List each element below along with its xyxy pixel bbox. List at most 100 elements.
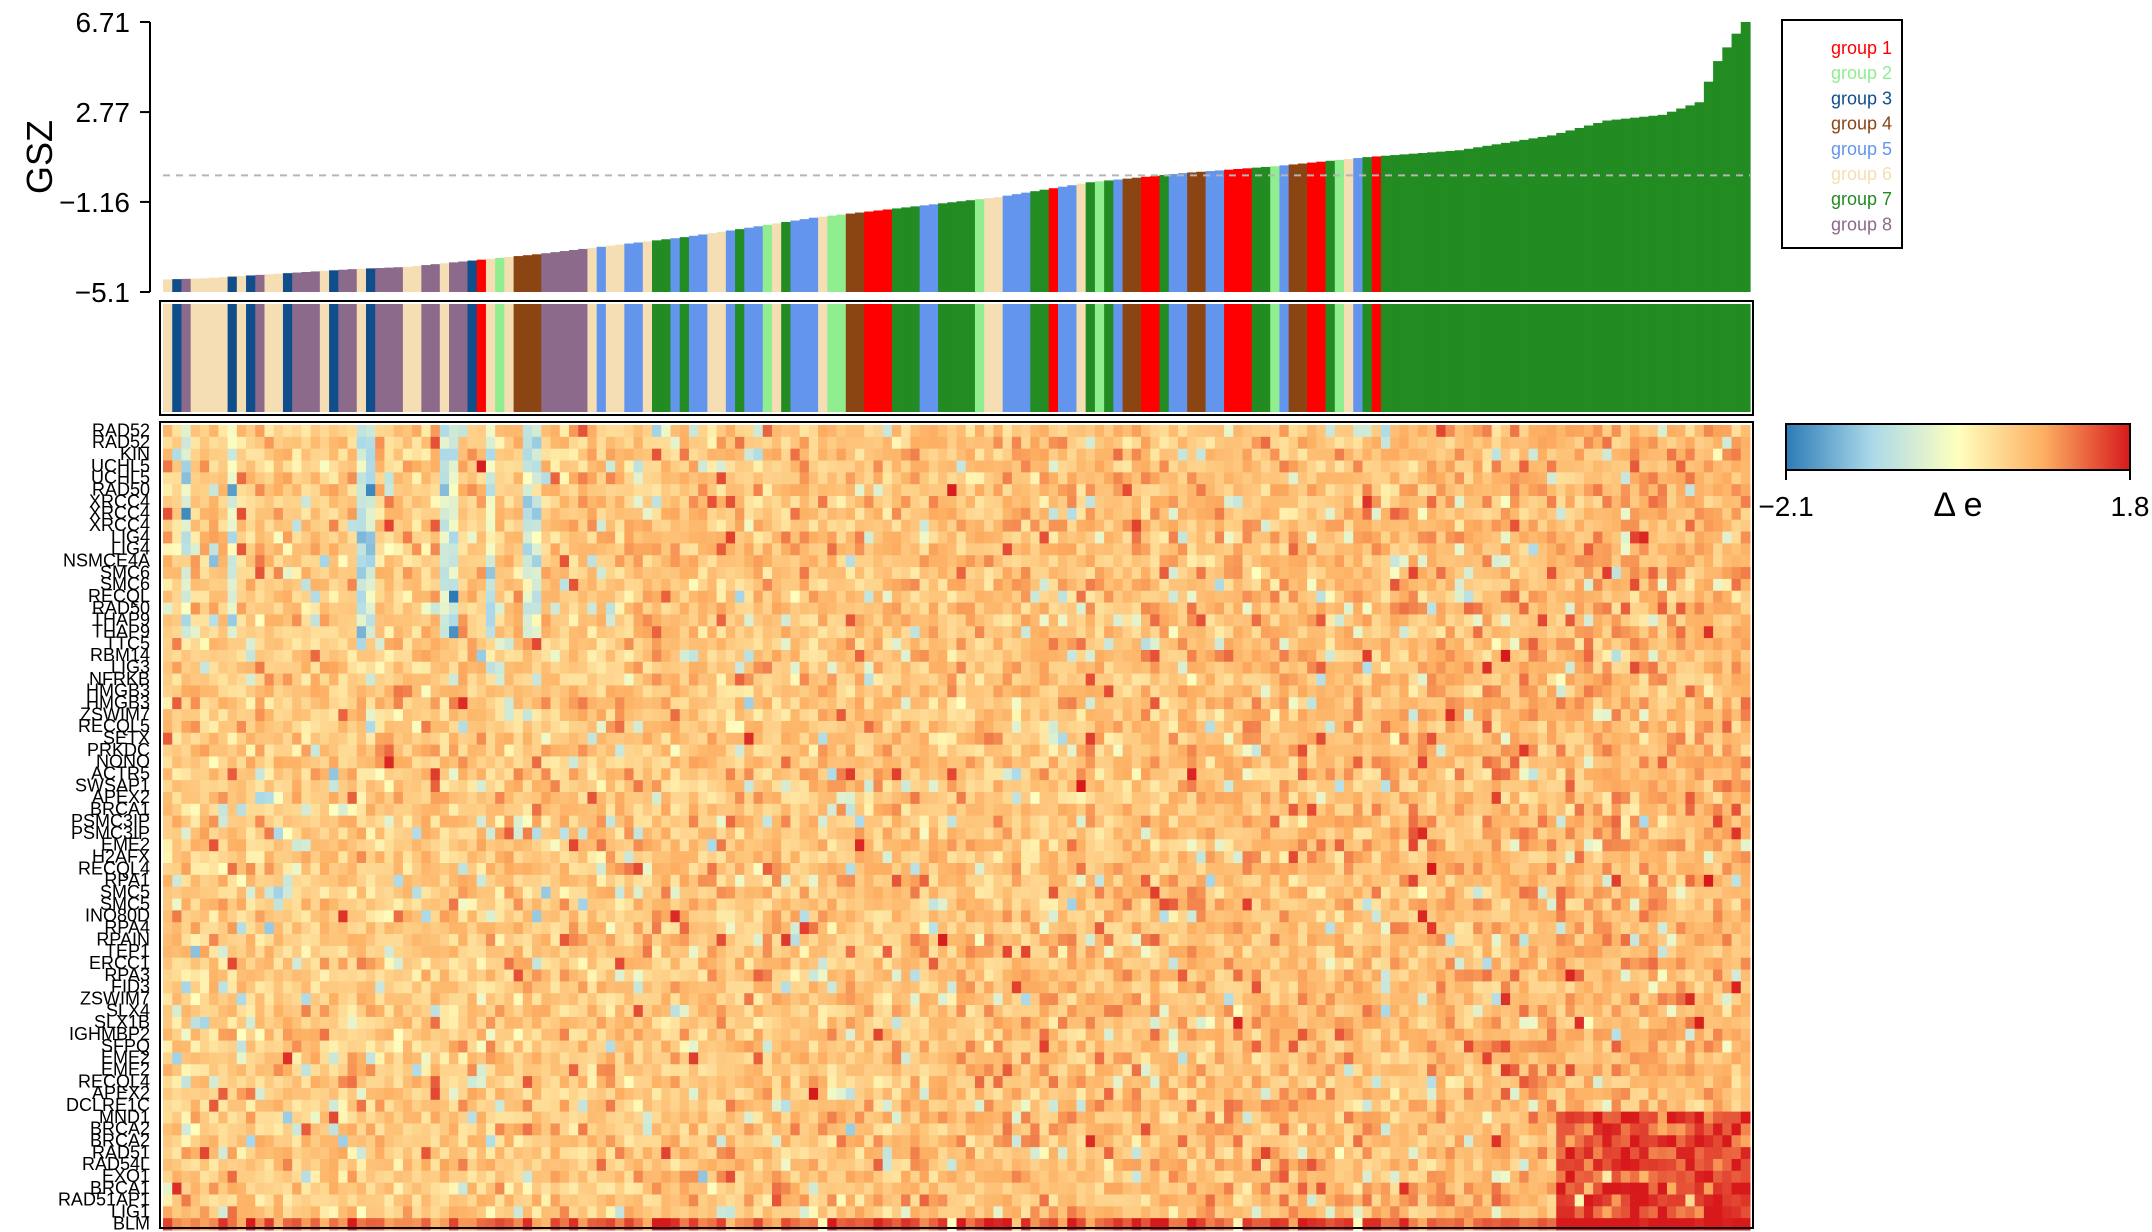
group-strip-cell bbox=[1353, 304, 1364, 412]
heatmap-cell bbox=[338, 661, 349, 675]
heatmap-cell bbox=[1196, 436, 1207, 450]
heatmap-cell bbox=[199, 496, 210, 509]
heatmap-cell bbox=[1676, 567, 1686, 580]
heatmap-cell bbox=[1307, 519, 1317, 533]
heatmap-cell bbox=[1657, 590, 1668, 604]
heatmap-cell bbox=[1390, 697, 1400, 710]
heatmap-cell bbox=[541, 638, 552, 651]
heatmap-cell bbox=[1722, 697, 1733, 710]
heatmap-cell bbox=[578, 626, 588, 639]
heatmap-cell bbox=[1510, 531, 1520, 544]
heatmap-cell bbox=[1177, 614, 1188, 627]
heatmap-cell bbox=[1371, 720, 1382, 734]
heatmap-cell bbox=[1445, 697, 1456, 710]
heatmap-cell bbox=[1251, 460, 1262, 473]
heatmap-cell bbox=[282, 626, 293, 639]
heatmap-cell bbox=[1260, 614, 1271, 627]
heatmap-cell bbox=[1307, 496, 1317, 509]
heatmap-cell bbox=[919, 602, 930, 615]
heatmap-cell bbox=[1703, 448, 1714, 462]
heatmap-cell bbox=[1611, 720, 1622, 734]
heatmap-cell bbox=[799, 567, 810, 580]
heatmap-cell bbox=[1159, 567, 1170, 580]
heatmap-cell bbox=[891, 448, 902, 462]
heatmap-cell bbox=[292, 472, 302, 485]
heatmap-cell bbox=[1380, 638, 1391, 651]
heatmap-cell bbox=[1694, 697, 1705, 710]
heatmap-cell bbox=[1288, 519, 1299, 533]
heatmap-cell bbox=[541, 436, 552, 450]
heatmap-cell bbox=[670, 519, 681, 533]
heatmap-cell bbox=[1371, 673, 1382, 686]
heatmap-cell bbox=[449, 661, 459, 675]
heatmap-cell bbox=[550, 472, 561, 485]
gsz-bar bbox=[1150, 175, 1161, 292]
heatmap-cell bbox=[771, 720, 782, 734]
heatmap-cell bbox=[393, 460, 404, 473]
heatmap-cell bbox=[1556, 626, 1566, 639]
heatmap-cell bbox=[808, 720, 819, 734]
heatmap-cell bbox=[1057, 720, 1068, 734]
gsz-bar bbox=[190, 278, 201, 292]
heatmap-cell bbox=[1371, 709, 1382, 722]
heatmap-cell bbox=[901, 472, 911, 485]
heatmap-cell bbox=[688, 436, 699, 450]
heatmap-cell bbox=[1703, 649, 1714, 663]
heatmap-cell bbox=[1417, 685, 1428, 698]
heatmap-cell bbox=[412, 673, 422, 686]
heatmap-cell bbox=[827, 661, 838, 675]
heatmap-cell bbox=[1510, 507, 1520, 521]
heatmap-cell bbox=[1547, 638, 1557, 651]
heatmap-cell bbox=[1196, 484, 1207, 497]
heatmap-cell bbox=[1556, 709, 1566, 722]
heatmap-cell bbox=[679, 720, 690, 734]
heatmap-cell bbox=[246, 425, 256, 438]
heatmap-cell bbox=[1445, 720, 1456, 734]
heatmap-cell bbox=[1214, 507, 1225, 521]
heatmap-cell bbox=[744, 567, 755, 580]
heatmap-cell bbox=[1620, 567, 1631, 580]
heatmap-cell bbox=[1159, 448, 1170, 462]
heatmap-cell bbox=[1085, 460, 1096, 473]
heatmap-cell bbox=[1187, 567, 1197, 580]
heatmap-cell bbox=[467, 685, 478, 698]
heatmap-cell bbox=[1528, 567, 1539, 580]
heatmap-cell bbox=[1657, 425, 1668, 438]
heatmap-cell bbox=[1344, 590, 1354, 604]
heatmap-cell bbox=[615, 661, 625, 675]
heatmap-cell bbox=[735, 732, 745, 746]
heatmap-cell bbox=[1731, 472, 1742, 485]
gsz-bar bbox=[1325, 160, 1336, 292]
heatmap-cell bbox=[1473, 626, 1483, 639]
heatmap-cell bbox=[1021, 448, 1031, 462]
heatmap-cell bbox=[965, 661, 976, 675]
heatmap-cell bbox=[781, 425, 791, 438]
heatmap-cell bbox=[301, 436, 312, 450]
heatmap-cell bbox=[845, 448, 856, 462]
heatmap-cell bbox=[1390, 567, 1400, 580]
heatmap-cell bbox=[1547, 649, 1557, 663]
heatmap-cell bbox=[1565, 626, 1576, 639]
heatmap-cell bbox=[1297, 685, 1308, 698]
heatmap-cell bbox=[467, 448, 478, 462]
heatmap-cell bbox=[273, 697, 284, 710]
heatmap-cell bbox=[1325, 472, 1336, 485]
heatmap-cell bbox=[1454, 531, 1465, 544]
heatmap-cell bbox=[476, 507, 487, 521]
heatmap-cell bbox=[273, 602, 284, 615]
heatmap-cell bbox=[1740, 472, 1751, 485]
heatmap-cell bbox=[1482, 496, 1493, 509]
heatmap-cell bbox=[882, 578, 893, 592]
heatmap-cell bbox=[587, 638, 598, 651]
heatmap-cell bbox=[633, 436, 644, 450]
heatmap-cell bbox=[1740, 638, 1751, 651]
gsz-bar bbox=[845, 213, 856, 292]
heatmap-cell bbox=[744, 709, 755, 722]
heatmap-cell bbox=[1168, 709, 1179, 722]
heatmap-cell bbox=[1463, 626, 1474, 639]
heatmap-cell bbox=[993, 543, 1004, 556]
group-strip-cell bbox=[319, 304, 330, 412]
heatmap-cell bbox=[550, 626, 561, 639]
heatmap-cell bbox=[1344, 484, 1354, 497]
heatmap-cell bbox=[1593, 519, 1603, 533]
